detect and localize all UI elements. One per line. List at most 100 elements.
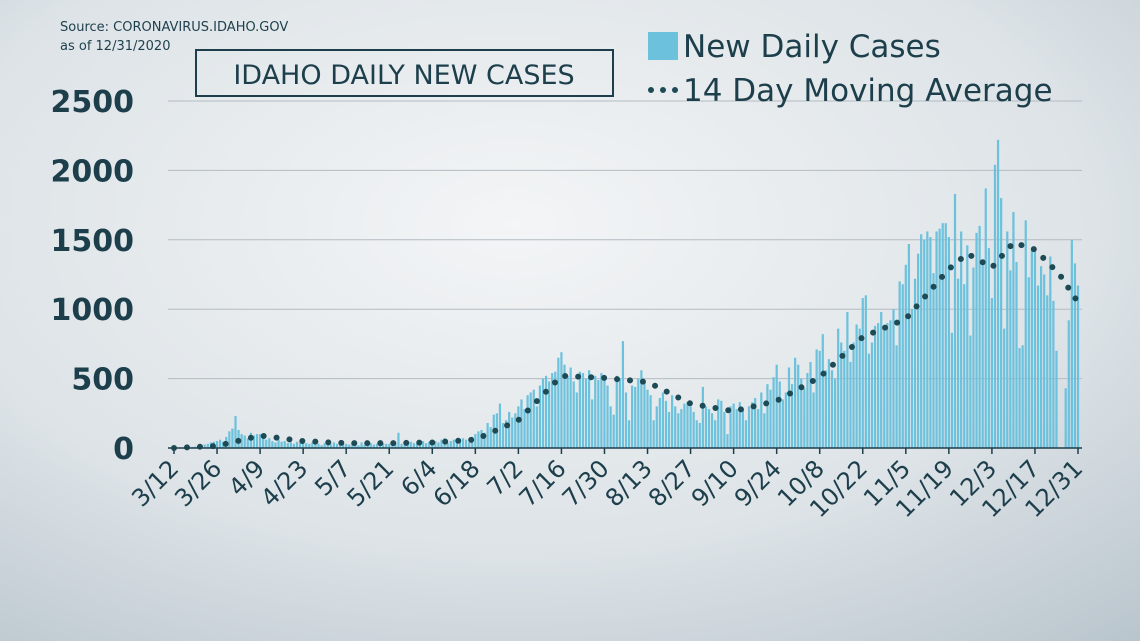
bar [920,234,923,448]
bar [560,352,563,448]
bar [277,439,280,448]
bar [1049,256,1052,448]
bar [824,370,827,448]
bar [634,386,637,448]
bar [511,417,514,448]
bar [720,400,723,448]
bar [960,231,963,448]
bar [892,309,895,448]
bar [440,439,443,448]
chart-title: IDAHO DAILY NEW CASES [233,60,574,91]
bar [747,406,751,448]
bar [815,349,818,448]
bar [314,444,317,448]
bar [477,431,480,448]
bar [258,434,262,448]
bar [621,341,625,448]
bar [864,295,867,448]
bar [305,443,308,448]
bar [704,406,708,448]
bar [1064,388,1067,448]
bar [240,434,243,448]
bar [1033,250,1037,448]
bar [1030,250,1033,448]
bar [569,367,572,448]
bar [849,361,852,448]
bar [603,378,606,448]
bar [1021,345,1024,448]
y-tick-label: 0 [113,432,134,467]
bar [794,357,797,448]
bar [904,264,907,448]
bar [846,311,849,448]
bar [412,443,415,448]
bar [298,442,302,448]
bar [750,402,754,448]
bar [683,403,686,448]
bar [689,406,692,448]
bar [935,231,938,448]
bar [953,193,957,448]
bar [252,435,256,448]
bar [775,364,778,448]
bar [1067,320,1070,448]
bar [295,441,299,448]
bar [993,164,997,448]
bar [615,375,618,448]
bar [723,411,726,448]
bar [843,350,846,448]
bar [578,371,581,448]
bar [501,423,505,448]
bar [917,253,920,448]
bar [234,416,237,448]
bar [446,443,449,448]
bar [455,441,458,448]
legend-label: New Daily Cases [683,29,941,65]
bar [667,411,671,448]
bar [1043,274,1046,448]
bar [990,298,994,448]
bar [972,267,975,448]
bar [880,311,883,448]
bar [938,228,941,448]
bar [421,441,425,448]
bar [271,441,274,448]
bar [932,273,935,448]
bar [1039,266,1043,448]
bar [984,188,987,448]
bar [434,441,437,448]
bar [504,420,508,448]
bar [520,399,523,448]
bar [458,440,462,448]
bar [498,403,502,448]
bar [1012,212,1015,448]
bar [572,381,575,448]
bar [557,357,560,448]
bar [381,443,385,448]
bar [461,438,465,448]
bar [609,406,612,448]
bar [944,223,947,448]
bar [385,443,388,448]
bar [941,223,944,448]
bar [889,320,892,448]
bar [375,443,379,448]
legend: New Daily Cases 14 Day Moving Average [648,29,1053,109]
bar [483,432,486,448]
date-note: as of 12/31/2020 [60,39,170,54]
bar [652,420,655,448]
bar [468,442,471,448]
bar [640,370,643,448]
bar [717,399,720,448]
bar [677,413,680,448]
bar [729,406,732,448]
bar [474,434,477,448]
bar [409,441,412,448]
bar [910,309,914,448]
bar [1073,263,1077,448]
bar [809,361,812,448]
bar [1052,300,1055,448]
bar [812,392,815,448]
